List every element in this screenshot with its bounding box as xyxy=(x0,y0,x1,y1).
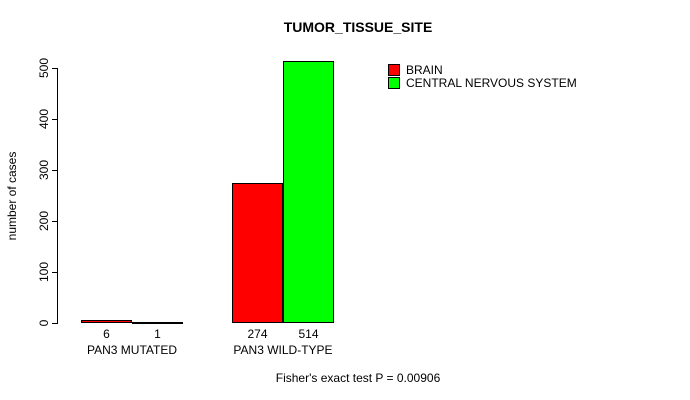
bar-value-label: 1 xyxy=(154,327,161,341)
y-tick xyxy=(52,119,57,120)
category-label: PAN3 MUTATED xyxy=(86,343,177,357)
bar-brain-pan3-mutated xyxy=(81,320,132,323)
y-axis-label: number of cases xyxy=(5,151,19,241)
y-tick xyxy=(52,68,57,69)
legend-swatch-brain xyxy=(388,63,400,76)
bar-central-nervous-system-pan3-mutated xyxy=(132,322,183,324)
bar-value-label: 6 xyxy=(103,327,110,341)
fisher-test-annotation: Fisher's exact test P = 0.00906 xyxy=(275,371,441,385)
bar-central-nervous-system-pan3-wild-type xyxy=(283,61,334,323)
legend-label-brain: BRAIN xyxy=(406,62,443,77)
y-tick-label: 400 xyxy=(37,108,51,130)
y-tick xyxy=(52,221,57,222)
bar-value-label: 274 xyxy=(247,327,268,341)
y-tick-label: 0 xyxy=(37,319,51,327)
y-axis-line xyxy=(57,68,58,324)
y-tick xyxy=(52,170,57,171)
category-label: PAN3 WILD-TYPE xyxy=(233,343,333,357)
legend-label-central-nervous-system: CENTRAL NERVOUS SYSTEM xyxy=(406,75,577,90)
y-tick xyxy=(52,272,57,273)
y-tick-label: 100 xyxy=(37,261,51,283)
legend-entry-central-nervous-system: CENTRAL NERVOUS SYSTEM xyxy=(388,75,577,90)
y-tick-label: 500 xyxy=(37,57,51,79)
y-tick-label: 300 xyxy=(37,159,51,181)
y-tick xyxy=(52,323,57,324)
y-tick-label: 200 xyxy=(37,210,51,232)
legend: BRAIN CENTRAL NERVOUS SYSTEM xyxy=(388,62,577,90)
bar-brain-pan3-wild-type xyxy=(232,183,283,323)
bar-value-label: 514 xyxy=(298,327,319,341)
chart-title: TUMOR_TISSUE_SITE xyxy=(283,19,433,35)
legend-entry-brain: BRAIN xyxy=(388,62,577,77)
legend-swatch-central-nervous-system xyxy=(388,76,400,89)
